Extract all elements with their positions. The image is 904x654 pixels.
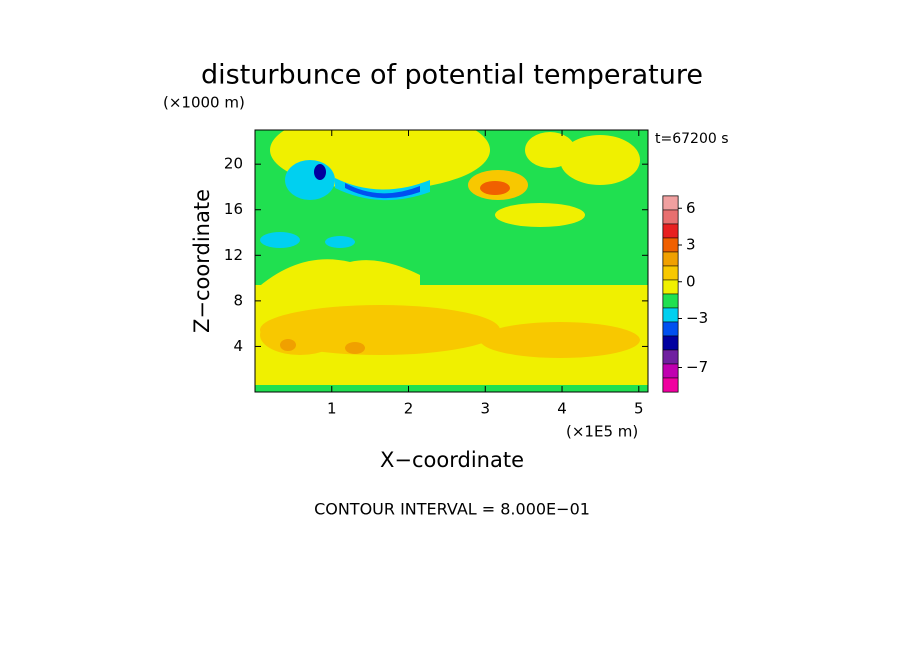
plot-frame bbox=[254, 129, 649, 393]
footer: CONTOUR INTERVAL = 8.000E−01 bbox=[314, 500, 590, 519]
colorbar-swatch bbox=[662, 237, 679, 253]
y-axis-label: Z−coordinate bbox=[190, 189, 214, 333]
x-tick-label: 5 bbox=[634, 400, 644, 418]
colorbar-swatch bbox=[662, 279, 679, 295]
colorbar-swatch bbox=[662, 363, 679, 379]
colorbar-swatch bbox=[662, 335, 679, 351]
colorbar-tick-label: −3 bbox=[686, 309, 708, 327]
colorbar-tick-label: 0 bbox=[686, 272, 696, 290]
y-tick-label: 20 bbox=[224, 155, 243, 173]
colorbar-swatch bbox=[662, 223, 679, 239]
y-tick-label: 12 bbox=[224, 246, 243, 264]
y-tick-label: 16 bbox=[224, 200, 243, 218]
colorbar-tick-label: 6 bbox=[686, 199, 696, 217]
contour-field bbox=[255, 130, 648, 392]
colorbar-swatch bbox=[662, 251, 679, 267]
colorbar-swatch bbox=[662, 195, 679, 211]
x-tick-label: 2 bbox=[404, 400, 414, 418]
colorbar-swatch bbox=[662, 321, 679, 337]
colorbar-swatch bbox=[662, 349, 679, 365]
colorbar-swatch bbox=[662, 209, 679, 225]
colorbar-tick-label: 3 bbox=[686, 236, 696, 254]
y-tick-label: 4 bbox=[233, 337, 243, 355]
x-unit: (×1E5 m) bbox=[566, 423, 638, 441]
y-unit: (×1000 m) bbox=[163, 94, 245, 112]
colorbar-swatch bbox=[662, 307, 679, 323]
y-tick-label: 8 bbox=[233, 291, 243, 309]
x-axis-label: X−coordinate bbox=[380, 448, 524, 472]
colorbar-swatch bbox=[662, 293, 679, 309]
x-tick-label: 3 bbox=[481, 400, 491, 418]
chart-title: disturbunce of potential temperature bbox=[201, 60, 703, 91]
colorbar-tick-label: −7 bbox=[686, 358, 708, 376]
x-tick-label: 4 bbox=[557, 400, 567, 418]
x-tick-label: 1 bbox=[327, 400, 337, 418]
colorbar-swatch bbox=[662, 377, 679, 393]
colorbar-swatch bbox=[662, 265, 679, 281]
time-label: t=67200 s bbox=[655, 131, 729, 147]
